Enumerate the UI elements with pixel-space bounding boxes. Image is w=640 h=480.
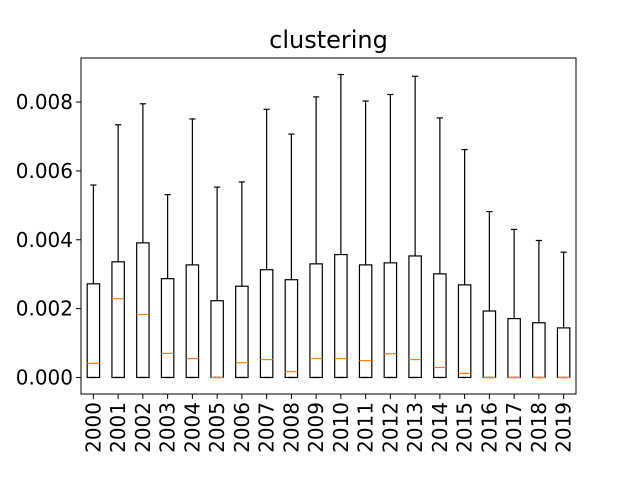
box-rect-2003 [160, 278, 175, 379]
x-tick-label: 2008 [279, 402, 303, 453]
plot-area [80, 57, 577, 395]
box-2007 [259, 108, 274, 379]
box-rect-2004 [185, 264, 200, 379]
x-tick-label: 2006 [230, 402, 254, 453]
box-rect-2002 [136, 242, 150, 379]
box-2009 [309, 96, 323, 379]
box-2019 [556, 251, 571, 379]
x-tick-label: 2010 [329, 402, 353, 453]
box-2011 [358, 100, 373, 379]
x-tick-label: 2002 [131, 402, 155, 453]
box-2017 [507, 228, 521, 379]
box-rect-2008 [284, 279, 299, 379]
chart-title: clustering [269, 26, 388, 54]
box-rect-2015 [457, 284, 472, 379]
x-tick-label: 2017 [502, 402, 526, 453]
box-2016 [482, 210, 497, 379]
x-tick-label: 2016 [477, 402, 501, 453]
box-2010 [334, 73, 348, 379]
box-rect-2014 [433, 273, 447, 379]
box-2012 [383, 93, 398, 379]
box-2008 [284, 133, 299, 379]
x-tick-label: 2011 [354, 402, 378, 453]
box-2014 [433, 117, 447, 379]
x-tick-label: 2019 [552, 402, 576, 453]
y-tick-label: 0.000 [16, 365, 73, 389]
y-tick-label: 0.004 [16, 228, 73, 252]
box-rect-2011 [358, 264, 373, 379]
box-rect-2007 [259, 269, 274, 379]
box-2002 [136, 103, 150, 379]
box-2013 [408, 75, 422, 379]
box-rect-2013 [408, 255, 422, 379]
y-axis: 0.000 0.002 0.004 0.006 0.008 [16, 90, 81, 389]
x-tick-label: 2018 [527, 402, 551, 453]
x-tick-label: 2004 [180, 402, 204, 453]
x-tick-label: 2003 [156, 402, 180, 453]
box-2003 [160, 194, 175, 379]
y-tick-label: 0.006 [16, 159, 73, 183]
x-tick-label: 2012 [378, 402, 402, 453]
x-tick-label: 2014 [428, 402, 452, 453]
box-2004 [185, 118, 200, 379]
x-tick-label: 2000 [81, 402, 105, 453]
box-2001 [111, 124, 125, 379]
box-2015 [457, 148, 472, 379]
box-2018 [532, 239, 546, 379]
x-axis: 2000 2001 2002 2003 2004 2005 2006 2007 2008 2009… [81, 394, 576, 453]
y-tick-label: 0.008 [16, 90, 73, 114]
x-tick-label: 2005 [205, 402, 229, 453]
box-2006 [235, 181, 249, 379]
box-rect-2010 [334, 253, 348, 379]
box-rect-2009 [309, 263, 323, 379]
y-tick-label: 0.002 [16, 297, 73, 321]
box-rect-2012 [383, 262, 398, 379]
x-tick-label: 2007 [255, 402, 279, 453]
box-rect-2001 [111, 261, 125, 379]
box-2000 [86, 184, 101, 379]
x-tick-label: 2009 [304, 402, 328, 453]
x-tick-label: 2001 [106, 402, 130, 453]
box-2005 [210, 186, 224, 379]
x-tick-label: 2013 [403, 402, 427, 453]
box-rect-2006 [235, 285, 249, 379]
x-tick-label: 2015 [453, 402, 477, 453]
box-rect-2000 [86, 283, 101, 379]
boxes-group [86, 73, 571, 379]
